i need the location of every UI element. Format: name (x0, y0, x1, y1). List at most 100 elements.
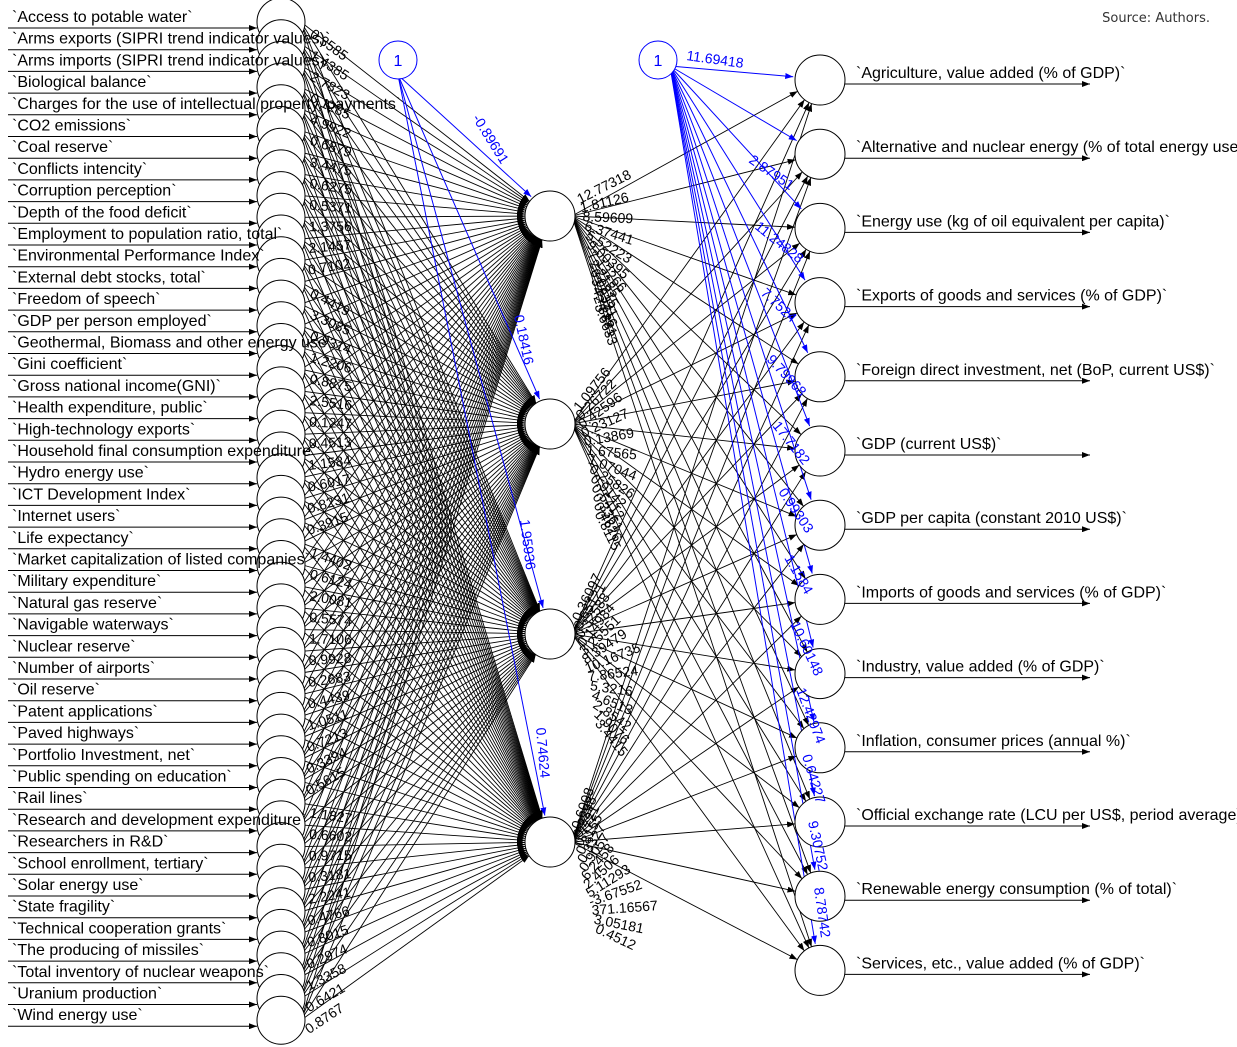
edge-bias-output-7 (669, 65, 813, 574)
edge-input-39-hidden-2 (300, 650, 532, 869)
input-label-38: `Researchers in R&D` (12, 834, 168, 851)
edge-input-15-hidden-0 (300, 226, 528, 348)
edge-input-11-hidden-0 (300, 218, 526, 262)
input-label-46: `Wind energy use` (12, 1007, 143, 1024)
input-label-1: `Arms exports (SIPRI trend indicator val… (12, 31, 330, 48)
edge-hidden-2-output-12 (571, 633, 805, 952)
input-label-5: `CO2 emissions` (12, 118, 131, 135)
input-label-8: `Corruption perception` (12, 183, 177, 200)
edge-input-41-hidden-0 (300, 239, 542, 912)
edge-input-42-hidden-1 (300, 445, 539, 934)
hidden-bias-weight-2: 1.95936 (517, 518, 539, 570)
edge-hidden-2-output-0 (571, 102, 810, 635)
edge-input-35-hidden-0 (300, 238, 540, 782)
edge-input-26-hidden-0 (300, 235, 536, 587)
input-label-26: `Military expenditure` (12, 573, 161, 590)
edge-input-3-hidden-2 (300, 86, 540, 612)
bias-node-label-0: 1 (394, 53, 403, 70)
edge-bias-output-12 (669, 65, 817, 944)
edge-hidden-1-output-5 (571, 423, 796, 451)
input-label-29: `Nuclear reserve` (12, 638, 136, 655)
bias-node-label-1: 1 (654, 53, 663, 70)
edge-input-44-hidden-2 (300, 653, 535, 978)
input-label-43: `The producing of missiles` (12, 942, 204, 959)
input-label-33: `Paved highways` (12, 725, 139, 742)
input-hidden-weight-7: 0.6275 (309, 175, 354, 197)
input-label-24: `Life expectancy` (12, 530, 134, 547)
output-node-12 (794, 944, 846, 996)
edge-input-42-hidden-3 (300, 849, 527, 934)
edge-input-6-hidden-1 (300, 151, 533, 407)
edge-hidden-2-output-1 (571, 175, 809, 635)
edge-input-33-hidden-1 (300, 442, 535, 739)
edge-input-4-hidden-0 (300, 108, 527, 208)
edge-input-26-hidden-1 (300, 436, 529, 587)
edge-input-7-hidden-2 (300, 173, 538, 613)
edge-hidden-3-output-11 (571, 841, 796, 893)
edge-input-5-hidden-0 (300, 130, 527, 209)
input-label-27: `Natural gas reserve` (12, 595, 162, 612)
edge-hidden-1-output-10 (571, 423, 807, 802)
edge-input-43-hidden-1 (300, 446, 540, 956)
output-node-8 (794, 648, 846, 700)
node-layer (256, 0, 846, 1045)
edge-input-37-hidden-1 (300, 444, 537, 826)
edge-input-19-hidden-1 (300, 422, 526, 435)
output-node-3 (794, 277, 846, 329)
edge-input-27-hidden-0 (300, 236, 537, 609)
hidden-output-weight-1-5: 1.67565 (586, 442, 638, 463)
edge-bias-hidden-2 (397, 74, 544, 609)
edge-input-42-hidden-0 (300, 239, 542, 934)
edge-bias-output-9 (669, 65, 816, 722)
edge-input-3-hidden-0 (300, 86, 528, 206)
edge-input-40-hidden-3 (300, 844, 526, 891)
output-label-10: `Official exchange rate (LCU per US$, pe… (856, 807, 1237, 824)
output-label-11: `Renewable energy consumption (% of tota… (856, 881, 1177, 898)
input-hidden-weight-27: 0.5574 (309, 609, 353, 629)
edge-input-17-hidden-2 (300, 390, 532, 618)
edge-hidden-2-output-8 (571, 633, 796, 672)
connection-layer (8, 21, 1090, 1030)
input-label-12: `External debt stocks, total` (12, 269, 206, 286)
output-node-11 (794, 870, 846, 922)
edge-hidden-2-output-9 (571, 633, 798, 739)
output-label-5: `GDP (current US$)` (856, 436, 1002, 453)
edge-input-29-hidden-3 (300, 650, 530, 828)
input-label-4: `Charges for the use of intellectual pro… (12, 96, 401, 113)
edge-input-16-hidden-3 (300, 368, 539, 821)
input-label-9: `Depth of the food deficit` (12, 204, 192, 221)
input-hidden-weight-40: 2.2241 (307, 884, 352, 907)
hidden-node-2 (524, 608, 576, 660)
edge-bias-output-8 (669, 65, 815, 648)
edge-hidden-2-output-10 (571, 633, 800, 809)
edge-input-12-hidden-1 (300, 282, 529, 413)
edge-bias-output-10 (669, 65, 816, 796)
edge-input-36-hidden-3 (300, 802, 526, 841)
edge-input-40-hidden-2 (300, 650, 533, 891)
edge-input-44-hidden-0 (300, 239, 543, 977)
edge-input-4-hidden-2 (300, 108, 540, 612)
hidden-node-1 (524, 398, 576, 450)
edge-input-34-hidden-0 (300, 238, 540, 760)
hidden-output-weight-0-2: 8.59609 (582, 208, 634, 226)
edge-input-17-hidden-3 (300, 390, 538, 821)
edge-hidden-0-output-6 (571, 215, 804, 507)
output-node-5 (794, 425, 846, 477)
edge-hidden-0-output-4 (571, 215, 799, 365)
edge-hidden-3-output-7 (571, 615, 802, 843)
output-label-6: `GDP per capita (constant 2010 US$)` (856, 510, 1127, 527)
input-label-30: `Number of airports` (12, 660, 155, 677)
output-node-2 (794, 202, 846, 254)
edge-input-13-hidden-3 (300, 303, 540, 820)
input-hidden-weight-10: 2.1457 (308, 236, 352, 256)
edge-input-43-hidden-3 (300, 851, 528, 956)
edge-input-42-hidden-2 (300, 652, 534, 934)
edge-input-10-hidden-1 (300, 238, 530, 411)
input-label-40: `Solar energy use` (12, 877, 144, 894)
input-label-22: `ICT Development Index` (12, 486, 190, 503)
edge-hidden-1-output-6 (571, 423, 797, 517)
edge-hidden-1-output-2 (571, 242, 801, 425)
edge-input-21-hidden-1 (300, 427, 526, 479)
edge-input-9-hidden-0 (300, 213, 526, 220)
